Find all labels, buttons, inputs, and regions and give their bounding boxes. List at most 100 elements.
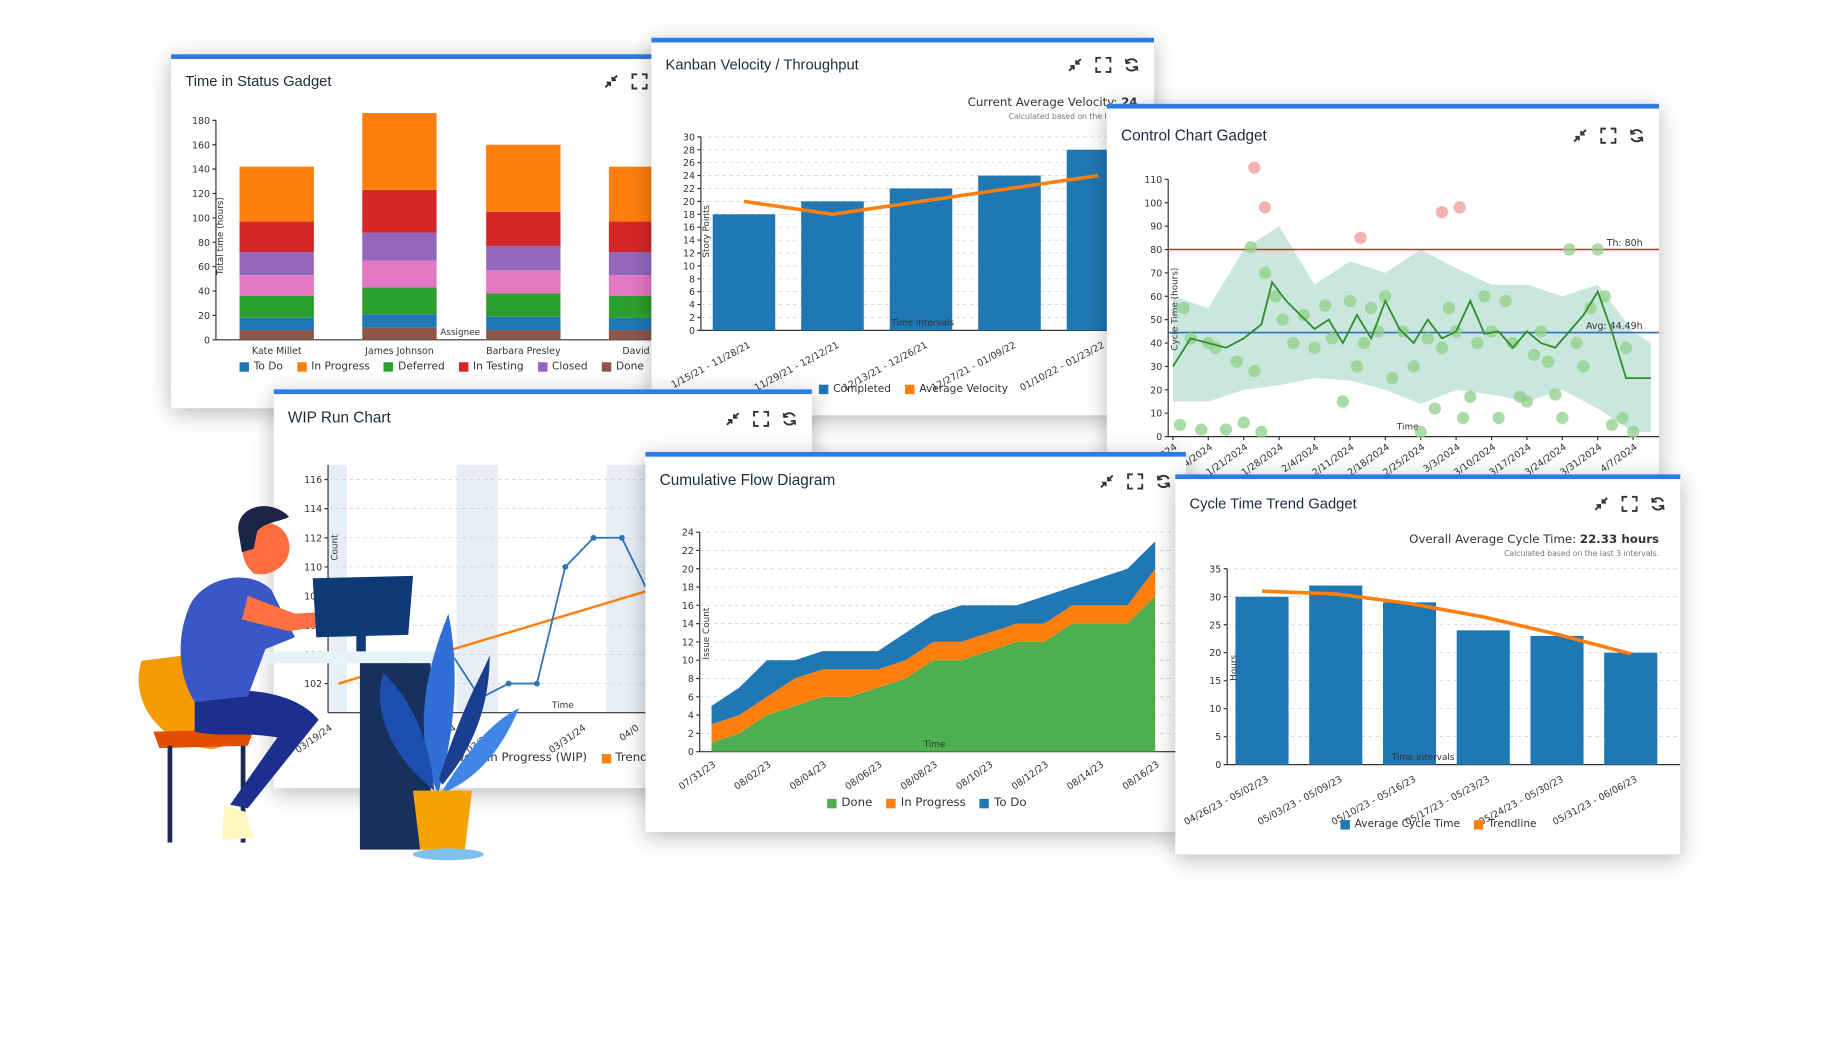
y-tick-label: 30 — [1150, 362, 1162, 373]
fullscreen-icon[interactable] — [750, 408, 771, 429]
issue-point — [1336, 395, 1349, 408]
y-tick-label: 14 — [682, 619, 694, 630]
legend-item[interactable]: To Do — [239, 361, 283, 373]
x-tick-label: 1/15/21 - 11/28/21 — [670, 340, 753, 391]
y-tick-label: 6 — [689, 287, 695, 298]
monitor — [312, 575, 413, 638]
y-tick-label: 6 — [688, 692, 694, 703]
issue-point — [1379, 290, 1392, 303]
legend-label: To Do — [253, 361, 283, 373]
collapse-icon[interactable] — [601, 71, 622, 92]
collapse-icon[interactable] — [1569, 125, 1590, 146]
y-tick-label: 22 — [682, 546, 694, 557]
y-tick-label: 25 — [1209, 620, 1221, 631]
velocity-bar — [889, 188, 953, 331]
y-tick-label: 10 — [1209, 704, 1221, 715]
issue-point — [1485, 325, 1498, 338]
y-tick-label: 14 — [683, 236, 695, 247]
y-tick-label: 112 — [304, 533, 322, 544]
collapse-icon[interactable] — [1064, 54, 1085, 75]
moving-average-line — [1172, 280, 1651, 380]
y-tick-label: 2 — [689, 313, 695, 324]
y-tick-label: 10 — [682, 656, 694, 667]
y-tick-label: 28 — [683, 145, 695, 156]
y-tick-label: 10 — [1150, 409, 1162, 420]
issue-point — [1506, 336, 1519, 350]
wip-point — [618, 534, 625, 541]
y-axis-label: Story Points — [702, 205, 712, 258]
gadget-toolbar — [722, 408, 800, 429]
issue-point — [1471, 336, 1484, 350]
issue-point — [1386, 372, 1399, 385]
collapse-icon[interactable] — [1591, 493, 1612, 514]
y-tick-label: 80 — [198, 238, 210, 249]
refresh-icon[interactable] — [1153, 471, 1174, 492]
fullscreen-icon[interactable] — [1619, 493, 1640, 514]
bar-segment — [486, 270, 561, 294]
legend-swatch — [239, 362, 249, 372]
y-tick-label: 30 — [683, 132, 695, 143]
x-tick-label: 08/04/23 — [788, 759, 829, 792]
gadget-title: Control Chart Gadget — [1121, 126, 1267, 144]
y-tick-label: 40 — [1150, 339, 1162, 350]
legend-item[interactable]: Done — [601, 361, 644, 373]
x-axis-label: Time intervals — [890, 319, 954, 329]
fullscreen-icon[interactable] — [1125, 471, 1146, 492]
legend-item[interactable]: Deferred — [383, 361, 445, 373]
legend-item[interactable]: In Progress — [886, 796, 966, 809]
average-velocity-line — [743, 173, 1099, 217]
y-tick-label: 20 — [683, 197, 695, 208]
wip-point — [562, 564, 569, 570]
legend-label: Deferred — [398, 361, 445, 373]
legend-item[interactable]: Trendline — [1474, 819, 1537, 831]
chart-legend: Done In Progress To Do — [827, 796, 1027, 809]
fullscreen-icon[interactable] — [1598, 125, 1619, 146]
collapse-icon[interactable] — [1096, 471, 1117, 492]
legend-label: Done — [841, 796, 873, 810]
legend-item[interactable]: Average Cycle Time — [1340, 819, 1460, 831]
legend-item[interactable]: In Testing — [458, 361, 524, 373]
x-tick-label: 08/12/23 — [1010, 759, 1051, 792]
x-axis-label: Time intervals — [1391, 753, 1455, 763]
legend-item[interactable]: Completed — [818, 383, 891, 395]
refresh-icon[interactable] — [1647, 493, 1668, 514]
person-shoe — [221, 804, 254, 841]
bar-segment — [362, 327, 437, 340]
legend-label: Done — [615, 361, 644, 373]
refresh-icon[interactable] — [779, 408, 800, 429]
collapse-icon[interactable] — [722, 408, 743, 429]
plant-leaf — [442, 707, 520, 793]
velocity-bar — [801, 201, 864, 331]
y-tick-label: 0 — [1156, 432, 1162, 443]
chart-legend: Completed Average Velocity — [818, 383, 1008, 395]
legend-label: Closed — [551, 361, 588, 373]
legend-item[interactable]: Done — [827, 796, 872, 809]
y-tick-label: 22 — [683, 184, 695, 195]
x-tick-label: 08/08/23 — [899, 759, 940, 792]
refresh-icon[interactable] — [1121, 54, 1142, 75]
bar-segment — [239, 221, 314, 253]
control-chart: 01020304050607080901001101/7/20241/14/20… — [1138, 161, 1660, 477]
legend-item[interactable]: In Progress — [297, 361, 370, 373]
fullscreen-icon[interactable] — [629, 71, 650, 92]
y-tick-label: 0 — [689, 326, 695, 337]
legend-item[interactable]: Average Velocity — [905, 383, 1008, 395]
issue-point — [1442, 301, 1456, 315]
fullscreen-icon[interactable] — [1093, 54, 1114, 75]
issue-point — [1365, 301, 1378, 315]
summary-value: 22.33 hours — [1579, 533, 1660, 547]
y-tick-label: 100 — [1144, 198, 1162, 209]
y-tick-label: 20 — [1209, 648, 1221, 659]
y-tick-label: 90 — [1150, 222, 1162, 233]
legend-item[interactable]: To Do — [979, 796, 1027, 809]
y-tick-label: 15 — [1209, 676, 1221, 687]
issue-point — [1584, 301, 1597, 315]
bar-segment — [362, 189, 437, 233]
refresh-icon[interactable] — [1626, 125, 1647, 146]
y-tick-label: 16 — [682, 601, 694, 612]
issue-point — [1255, 425, 1268, 439]
legend-item[interactable]: Closed — [537, 361, 588, 373]
issue-point — [1219, 423, 1233, 436]
outlier-point — [1435, 205, 1449, 219]
issue-point — [1357, 336, 1371, 350]
